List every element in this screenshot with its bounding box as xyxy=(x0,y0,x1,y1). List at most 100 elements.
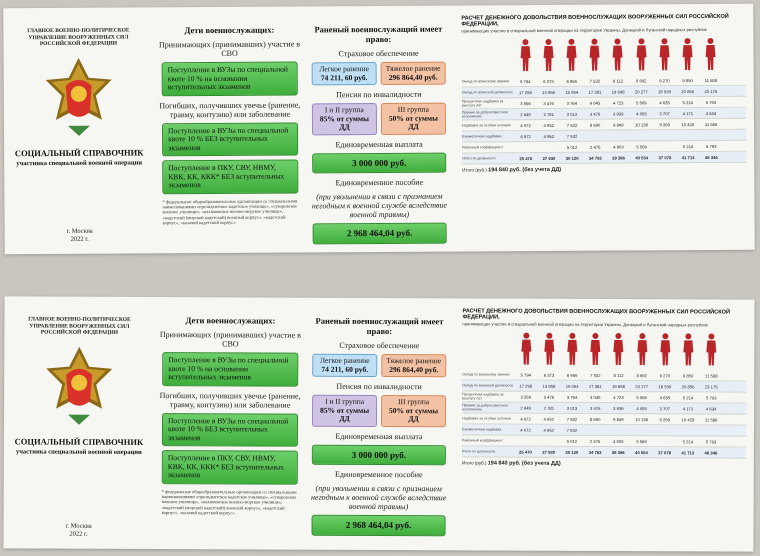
table-cell: 4 952 xyxy=(543,416,555,422)
group12-box: I и II группа 85% от суммы ДД xyxy=(311,103,378,135)
table-cell: 10 428 xyxy=(681,416,695,422)
soldier-figure-icon xyxy=(583,38,606,72)
table-cell: 5 012 xyxy=(566,438,578,444)
table-cell: 19 698 xyxy=(612,383,625,389)
insurance-label: Страховое обеспечение xyxy=(338,48,419,59)
table-cell: 5 793 xyxy=(705,143,717,149)
table-cell: 20 856 xyxy=(681,383,695,389)
soldier-figure-icon xyxy=(560,38,583,72)
soldier-figure-icon xyxy=(676,37,699,71)
table-cell: 3 476 xyxy=(543,100,554,106)
army-emblem-icon xyxy=(45,57,112,136)
cover-city: г. Москва 2022 г. xyxy=(5,227,155,244)
table-cell: 40 554 xyxy=(634,449,648,455)
table-cell: 17 298 xyxy=(518,89,532,95)
table-cell: 4 903 xyxy=(613,144,624,150)
table-cell: 9 849 xyxy=(613,122,624,128)
row-label: Итого по должности xyxy=(462,156,496,161)
table-cell: 4 635 xyxy=(659,99,670,105)
row-label: Процентная надбавка за выслугу лет xyxy=(462,392,504,401)
army-emblem-icon xyxy=(46,346,113,425)
cover-panel: Главное военно-политическое управление В… xyxy=(3,296,154,549)
group12-value: 85% от суммы ДД xyxy=(320,405,370,423)
table-cell: 10 138 xyxy=(635,121,648,127)
table-cell: 5 214 xyxy=(682,438,694,444)
table-cell: 8 692 xyxy=(636,372,647,378)
handbook-sheet-bottom: Главное военно-политическое управление В… xyxy=(3,296,755,552)
light-wound-value: 74 211, 60 руб. xyxy=(320,72,368,82)
table-cell: 3 707 xyxy=(659,110,670,116)
table-cell: 7 532 xyxy=(590,372,601,378)
cover-subtitle: участника специальной военной операции xyxy=(16,447,142,456)
table-cell: 4 723 xyxy=(613,394,624,400)
pension-label: Пенсия по инвалидности xyxy=(336,89,422,100)
table-cell: 4 972 xyxy=(520,427,531,433)
soldier-figure-icon xyxy=(677,332,700,366)
table-cell: 6 373 xyxy=(543,372,555,378)
table-cell: 9 270 xyxy=(659,77,670,83)
quota-box: Поступление в ВУЗы по специальной квоте … xyxy=(162,352,299,387)
allowance-label: Единовременное пособие xyxy=(335,177,424,188)
table-cell: 7 532 xyxy=(566,427,578,433)
onetime-value-box: 3 000 000 руб. xyxy=(312,152,447,174)
rank-figures xyxy=(513,37,745,72)
row-label: Итого по должности xyxy=(461,449,496,454)
pay-subtitle: принимающих участие в специальной военно… xyxy=(462,321,708,328)
table-cell: 25 470 xyxy=(519,449,532,455)
soldier-figure-icon xyxy=(630,332,653,366)
table-cell: 23 175 xyxy=(704,383,718,389)
heavy-wound-box: Тяжелое ранение 296 864,40 руб. xyxy=(380,61,446,85)
group3-box: III группа 50% от суммы ДД xyxy=(380,102,447,135)
table-cell: 9 269 xyxy=(659,121,670,127)
soldier-figure-icon xyxy=(537,332,560,366)
table-cell: 7 532 xyxy=(566,133,578,139)
table-cell: 8 690 xyxy=(589,416,601,422)
pay-total-value: 194 840 руб. (без учета ДД) xyxy=(487,460,561,467)
allowance-label: Единовременное пособие xyxy=(334,469,423,480)
children-fallen: Погибших, получивших увечье (ранение, тр… xyxy=(159,390,301,410)
table-cell: 8 692 xyxy=(635,77,647,83)
table-cell: 3 764 xyxy=(566,100,578,106)
allowance-value-box: 2 968 464,04 руб. xyxy=(311,514,446,536)
table-row: Итого по должности 25 470 27 930 30 120 34 7… xyxy=(461,446,746,459)
table-cell: 30 120 xyxy=(565,449,579,455)
table-cell: 5 214 xyxy=(682,99,693,105)
row-label: Оклад по воинской должности xyxy=(461,90,513,95)
table-cell: 6 956 xyxy=(566,372,578,378)
table-cell: 5 793 xyxy=(705,394,717,400)
table-cell: 4 171 xyxy=(682,405,694,411)
insurance-row: Легкое ранение 74 211, 60 руб. Тяжелое р… xyxy=(311,61,446,86)
table-cell: 2 649 xyxy=(520,111,531,117)
group3-value: 50% от суммы ДД xyxy=(388,113,438,131)
table-cell: 41 713 xyxy=(681,154,695,160)
table-cell: 15 064 xyxy=(565,383,579,389)
table-cell: 4 634 xyxy=(705,110,717,116)
table-cell: 2 781 xyxy=(543,405,555,411)
table-cell: 4 055 xyxy=(636,405,647,411)
table-cell: 4 952 xyxy=(543,133,555,139)
soldier-figure-icon xyxy=(607,332,630,366)
rights-panel: Раненый военнослужащий имеет право: Стра… xyxy=(305,298,452,551)
table-cell: 19 698 xyxy=(611,88,625,95)
soldier-figure-icon xyxy=(700,332,723,366)
table-cell: 9 269 xyxy=(659,416,670,422)
table-cell: 3 707 xyxy=(659,405,671,411)
table-cell: 8 112 xyxy=(613,372,624,378)
pay-title: РАСЧЕТ ДЕНЕЖНОГО ДОВОЛЬСТВИЯ ВОЕННОСЛУЖА… xyxy=(462,308,731,321)
table-cell: 37 078 xyxy=(658,154,672,160)
cover-org: Главное военно-политическое управление В… xyxy=(27,27,130,48)
pension-row: I и II группа 85% от суммы ДД III группа… xyxy=(311,102,447,135)
pay-subtitle: принимающих участие в специальной военно… xyxy=(461,26,707,34)
soldier-figure-icon xyxy=(561,332,584,366)
children-heading: Дети военнослужащих: xyxy=(185,315,276,326)
soldier-figure-icon xyxy=(513,38,536,72)
table-cell: 23 175 xyxy=(704,88,718,94)
table-cell: 3 556 xyxy=(520,100,531,106)
row-label: Оклад по воинской должности xyxy=(462,383,513,388)
table-cell: 5 012 xyxy=(566,144,578,150)
table-cell: 34 763 xyxy=(588,449,602,455)
table-cell: 20 856 xyxy=(681,88,695,94)
table-cell: 39 396 xyxy=(611,449,625,455)
table-cell: 4 723 xyxy=(612,100,624,106)
row-label: Районный коэффициент xyxy=(461,438,503,443)
